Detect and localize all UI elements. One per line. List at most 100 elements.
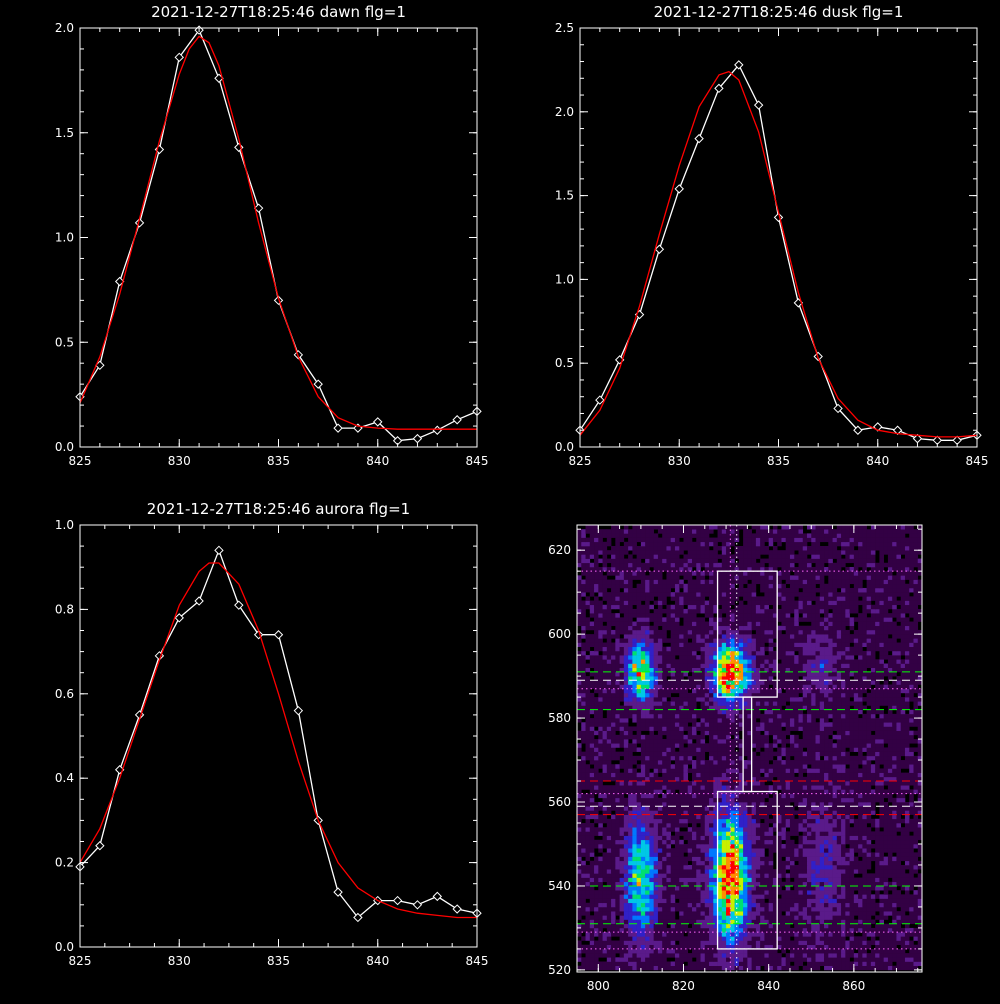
heatmap-cell xyxy=(833,777,838,782)
heatmap-cell xyxy=(598,907,603,912)
heatmap-cell xyxy=(688,878,693,883)
heatmap-cell xyxy=(760,785,765,790)
heatmap-cell xyxy=(794,966,799,971)
heatmap-cell xyxy=(820,907,825,912)
heatmap-cell xyxy=(709,743,714,748)
heatmap-cell xyxy=(816,844,821,849)
heatmap-cell xyxy=(790,827,795,832)
heatmap-cell xyxy=(671,836,676,841)
heatmap-cell xyxy=(620,953,625,958)
heatmap-cell xyxy=(892,936,897,941)
heatmap-cell xyxy=(615,794,620,799)
heatmap-cell xyxy=(764,768,769,773)
heatmap-cell xyxy=(773,743,778,748)
heatmap-cell xyxy=(581,768,586,773)
heatmap-cell xyxy=(901,747,906,752)
heatmap-cell xyxy=(598,966,603,971)
heatmap-cell xyxy=(854,903,859,908)
heatmap-cell xyxy=(845,760,850,765)
heatmap-cell xyxy=(671,869,676,874)
heatmap-cell xyxy=(577,890,582,895)
heatmap-cell xyxy=(854,768,859,773)
heatmap-cell xyxy=(816,785,821,790)
heatmap-cell xyxy=(905,890,910,895)
heatmap-cell xyxy=(790,722,795,727)
heatmap-cell xyxy=(884,844,889,849)
heatmap-cell xyxy=(581,936,586,941)
heatmap-cell xyxy=(611,827,616,832)
heatmap-cell xyxy=(837,873,842,878)
heatmap-cell xyxy=(624,781,629,786)
heatmap-cell xyxy=(764,836,769,841)
heatmap-cell xyxy=(666,760,671,765)
heatmap-cell xyxy=(603,819,608,824)
heatmap-cell xyxy=(841,831,846,836)
heatmap-cell xyxy=(862,878,867,883)
heatmap-cell xyxy=(675,798,680,803)
heatmap-cell xyxy=(586,873,591,878)
heatmap-cell xyxy=(624,760,629,765)
heatmap-cell xyxy=(654,861,659,866)
heatmap-cell xyxy=(828,915,833,920)
heatmap-cell xyxy=(828,962,833,967)
heatmap-cell xyxy=(807,798,812,803)
heatmap-cell xyxy=(607,819,612,824)
heatmap-cell xyxy=(824,852,829,857)
heatmap-cell xyxy=(586,735,591,740)
heatmap-cell xyxy=(803,949,808,954)
heatmap-cell xyxy=(781,869,786,874)
heatmap-cell xyxy=(598,722,603,727)
heatmap-cell xyxy=(628,873,633,878)
heatmap-cell xyxy=(824,962,829,967)
heatmap-cell xyxy=(658,907,663,912)
heatmap-cell xyxy=(671,966,676,971)
heatmap-cell xyxy=(816,739,821,744)
heatmap-cell xyxy=(632,957,637,962)
heatmap-cell xyxy=(850,869,855,874)
heatmap-cell xyxy=(781,836,786,841)
heatmap-cell xyxy=(679,869,684,874)
heatmap-cell xyxy=(811,857,816,862)
heatmap-cell xyxy=(611,731,616,736)
heatmap-cell xyxy=(752,911,757,916)
heatmap-cell xyxy=(896,777,901,782)
heatmap-cell xyxy=(896,848,901,853)
heatmap-cell xyxy=(781,852,786,857)
heatmap-cell xyxy=(803,831,808,836)
heatmap-cell xyxy=(594,873,599,878)
heatmap-cell xyxy=(884,936,889,941)
heatmap-cell xyxy=(675,815,680,820)
heatmap-cell xyxy=(701,718,706,723)
heatmap-cell xyxy=(628,857,633,862)
heatmap-cell xyxy=(598,718,603,723)
heatmap-cell xyxy=(820,857,825,862)
heatmap-cell xyxy=(845,857,850,862)
heatmap-cell xyxy=(803,907,808,912)
heatmap-cell xyxy=(683,844,688,849)
heatmap-cell xyxy=(692,894,697,899)
heatmap-cell xyxy=(879,903,884,908)
heatmap-cell xyxy=(718,932,723,937)
heatmap-cell xyxy=(867,899,872,904)
heatmap-cell xyxy=(675,949,680,954)
heatmap-cell xyxy=(909,823,914,828)
heatmap-cell xyxy=(862,924,867,929)
heatmap-cell xyxy=(850,731,855,736)
heatmap-cell xyxy=(718,718,723,723)
heatmap-cell xyxy=(586,886,591,891)
heatmap-cell xyxy=(913,718,918,723)
heatmap-cell xyxy=(739,823,744,828)
heatmap-cell xyxy=(743,878,748,883)
heatmap-cell xyxy=(628,953,633,958)
heatmap-cell xyxy=(662,764,667,769)
heatmap-cell xyxy=(688,798,693,803)
heatmap-cell xyxy=(871,878,876,883)
heatmap-cell xyxy=(837,752,842,757)
heatmap-cell xyxy=(786,815,791,820)
heatmap-cell xyxy=(615,941,620,946)
heatmap-cell xyxy=(679,878,684,883)
heatmap-cell xyxy=(884,882,889,887)
heatmap-cell xyxy=(824,785,829,790)
heatmap-cell xyxy=(730,764,735,769)
